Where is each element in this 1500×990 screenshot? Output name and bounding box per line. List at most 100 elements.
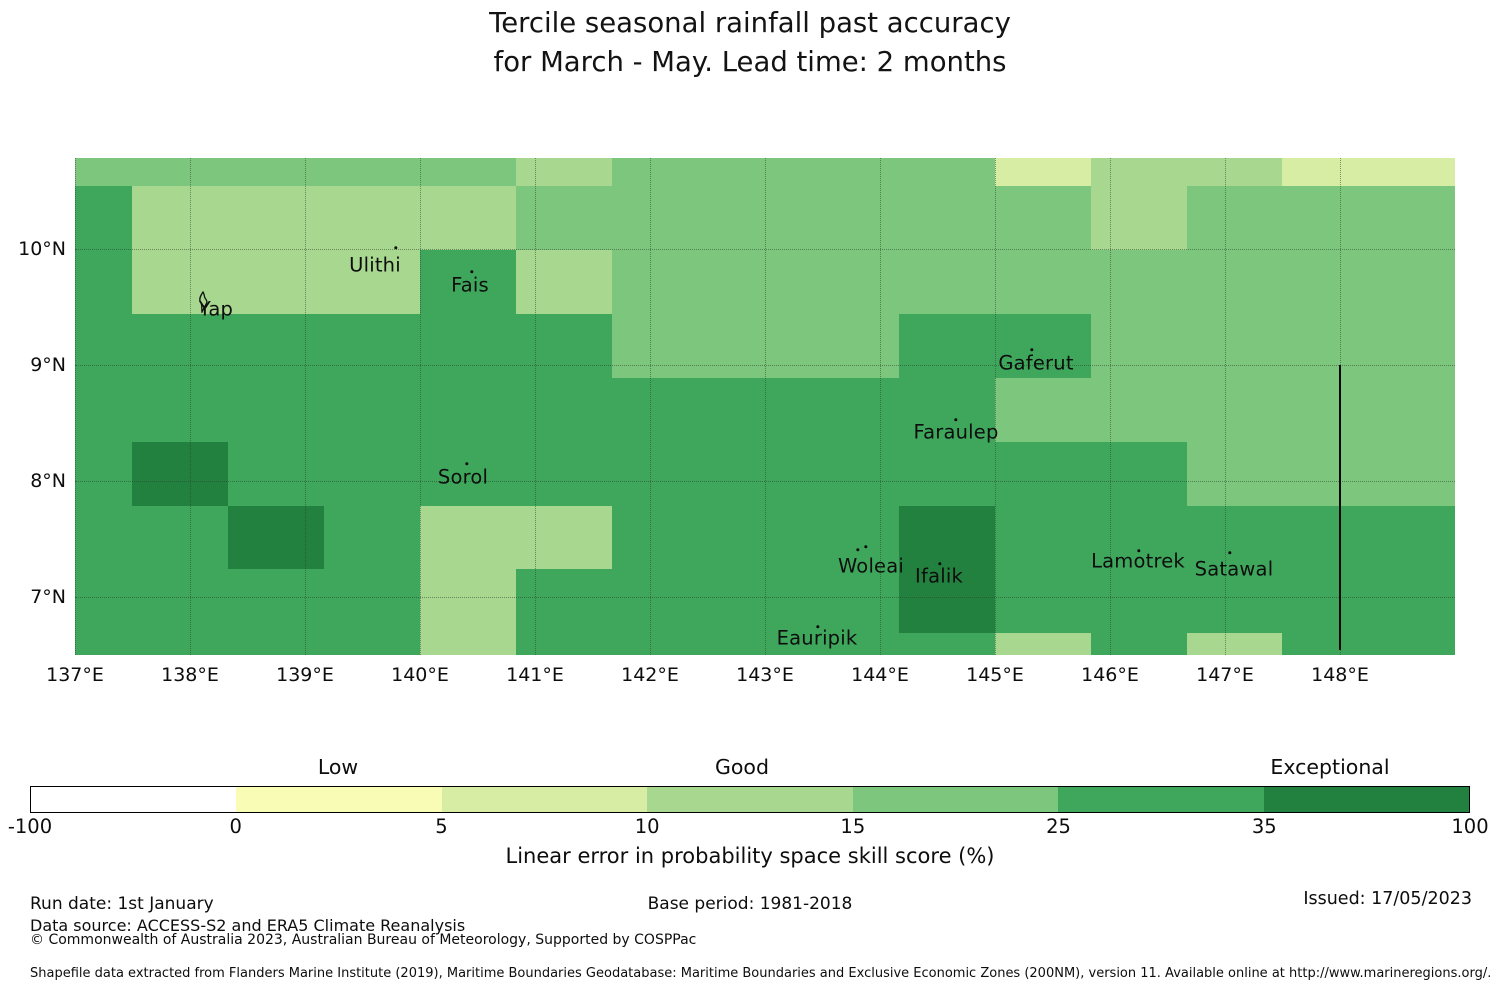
heatmap-cell bbox=[324, 377, 421, 443]
heatmap-cell bbox=[707, 377, 804, 443]
lon-gridline bbox=[535, 158, 536, 655]
heatmap-cell bbox=[1090, 441, 1188, 507]
heatmap-cell bbox=[515, 314, 613, 379]
lon-gridline bbox=[305, 158, 306, 655]
colorbar-segment bbox=[1058, 787, 1264, 812]
heatmap-cell bbox=[1282, 250, 1379, 315]
colorbar-tick-label: 100 bbox=[1451, 815, 1489, 838]
issued-date-text: Issued: 17/05/2023 bbox=[1303, 889, 1472, 909]
heatmap-cell bbox=[707, 569, 804, 634]
island-label: Ifalik bbox=[915, 564, 963, 588]
heatmap-cell bbox=[803, 633, 900, 655]
x-tick-label: 141°E bbox=[506, 664, 564, 686]
x-tick-label: 137°E bbox=[46, 664, 104, 686]
heatmap-cell bbox=[1378, 314, 1455, 379]
x-tick-label: 147°E bbox=[1196, 664, 1254, 686]
heatmap-cell bbox=[324, 505, 421, 570]
island-label: Sorol bbox=[437, 465, 489, 489]
heatmap-cell bbox=[75, 377, 133, 443]
colorbar bbox=[30, 786, 1470, 813]
y-tick-label: 10°N bbox=[18, 238, 66, 260]
heatmap-cell bbox=[1090, 569, 1188, 634]
heatmap-cell bbox=[132, 314, 229, 379]
heatmap-cell bbox=[994, 441, 1092, 507]
heatmap-cell bbox=[132, 250, 229, 315]
heatmap-cell bbox=[1186, 186, 1283, 251]
heatmap-cell bbox=[1378, 250, 1455, 315]
island-label: Woleai bbox=[837, 554, 905, 578]
colorbar-category-labels: Low Good Exceptional bbox=[0, 755, 1500, 783]
heatmap-cell bbox=[75, 186, 133, 251]
heatmap-cell bbox=[611, 377, 708, 443]
heatmap-cell bbox=[994, 186, 1092, 251]
colorbar-tick-label: -100 bbox=[7, 815, 53, 838]
heatmap-cell bbox=[611, 505, 708, 570]
heatmap-cell bbox=[803, 569, 900, 634]
island-marker-dot bbox=[938, 562, 942, 566]
heatmap-cell bbox=[324, 158, 421, 187]
x-tick-label: 148°E bbox=[1311, 664, 1369, 686]
heatmap-cell bbox=[1378, 441, 1455, 507]
heatmap-cell bbox=[419, 505, 517, 570]
copyright-text: © Commonwealth of Australia 2023, Austra… bbox=[30, 932, 697, 948]
lon-gridline bbox=[880, 158, 881, 655]
heatmap-cell bbox=[611, 314, 708, 379]
yap-island-outline bbox=[195, 290, 211, 317]
data-source-text: Data source: ACCESS-S2 and ERA5 Climate … bbox=[30, 916, 466, 935]
heatmap-cell bbox=[707, 250, 804, 315]
heatmap-cell bbox=[1282, 186, 1379, 251]
colorbar-tick-label: 10 bbox=[634, 815, 660, 838]
lon-gridline bbox=[75, 158, 76, 655]
heatmap-cell bbox=[419, 250, 517, 315]
island-label: Yap bbox=[198, 297, 234, 321]
heatmap-cell bbox=[324, 250, 421, 315]
heatmap-cell bbox=[132, 377, 229, 443]
heatmap-cell bbox=[899, 250, 996, 315]
colorbar-category-label: Good bbox=[715, 755, 769, 779]
island-label: Lamotrek bbox=[1091, 549, 1185, 573]
island-label: Eauripik bbox=[776, 626, 858, 650]
heatmap-cell bbox=[707, 186, 804, 251]
colorbar-segment bbox=[441, 787, 648, 812]
island-label: Ulithi bbox=[349, 253, 401, 277]
heatmap-cell bbox=[994, 505, 1092, 570]
heatmap-cell bbox=[994, 250, 1092, 315]
island-label: Fais bbox=[451, 273, 489, 297]
lon-gridline bbox=[650, 158, 651, 655]
heatmap-cell bbox=[803, 505, 900, 570]
heatmap-cell bbox=[1378, 158, 1455, 187]
heatmap-cell bbox=[707, 314, 804, 379]
heatmap-cell bbox=[707, 633, 804, 655]
heatmap-cell bbox=[1282, 633, 1379, 655]
heatmap-cell bbox=[515, 441, 613, 507]
chart-title: Tercile seasonal rainfall past accuracy … bbox=[0, 4, 1500, 82]
heatmap-cell bbox=[803, 158, 900, 187]
heatmap-cell bbox=[419, 314, 517, 379]
heatmap-cell bbox=[899, 505, 996, 570]
heatmap-cell bbox=[1282, 377, 1379, 443]
heatmap-cell bbox=[611, 633, 708, 655]
heatmap-cell bbox=[899, 314, 996, 379]
heatmap-cell bbox=[515, 158, 613, 187]
heatmap-cell bbox=[75, 505, 133, 570]
heatmap-cell bbox=[228, 505, 325, 570]
lat-gridline bbox=[75, 481, 1455, 482]
rainfall-skill-heatmap: Yap Ulithi Fais Sorol Gaferut Faraulep Woleai I… bbox=[75, 158, 1455, 655]
colorbar-segment bbox=[647, 787, 853, 812]
heatmap-cell bbox=[1282, 569, 1379, 634]
heatmap-cell bbox=[75, 158, 133, 187]
heatmap-cell bbox=[75, 441, 133, 507]
heatmap-cell bbox=[994, 633, 1092, 655]
island-label: Satawal bbox=[1194, 557, 1274, 581]
colorbar-tick-label: 0 bbox=[229, 815, 242, 838]
heatmap-cell bbox=[132, 186, 229, 251]
colorbar-segment bbox=[236, 787, 442, 812]
heatmap-cell bbox=[515, 250, 613, 315]
heatmap-cell bbox=[803, 186, 900, 251]
heatmap-cell bbox=[899, 441, 996, 507]
colorbar-tick-label: 25 bbox=[1046, 815, 1071, 838]
longitude-axis: 137°E 138°E 139°E 140°E 141°E 142°E 143°E 144°E… bbox=[46, 664, 1455, 690]
heatmap-cell bbox=[611, 441, 708, 507]
lon-gridline bbox=[995, 158, 996, 655]
shapefile-attribution-text: Shapefile data extracted from Flanders M… bbox=[30, 966, 1492, 981]
